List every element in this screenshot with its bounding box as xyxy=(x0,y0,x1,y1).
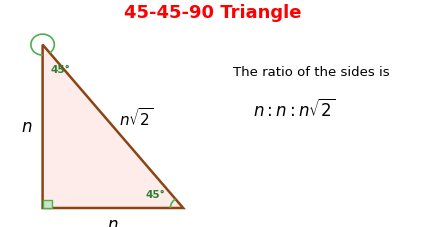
Polygon shape xyxy=(43,45,183,208)
Text: 45°: 45° xyxy=(146,189,165,199)
Text: 45°: 45° xyxy=(51,65,70,75)
Text: $n:n:n\sqrt{2}$: $n:n:n\sqrt{2}$ xyxy=(253,99,335,121)
Text: $n$: $n$ xyxy=(107,215,118,227)
Bar xyxy=(43,200,52,208)
Text: 45-45-90 Triangle: 45-45-90 Triangle xyxy=(124,4,302,22)
Text: $n\sqrt{2}$: $n\sqrt{2}$ xyxy=(119,106,154,128)
Text: The ratio of the sides is: The ratio of the sides is xyxy=(233,65,389,78)
Text: $n$: $n$ xyxy=(21,118,32,136)
